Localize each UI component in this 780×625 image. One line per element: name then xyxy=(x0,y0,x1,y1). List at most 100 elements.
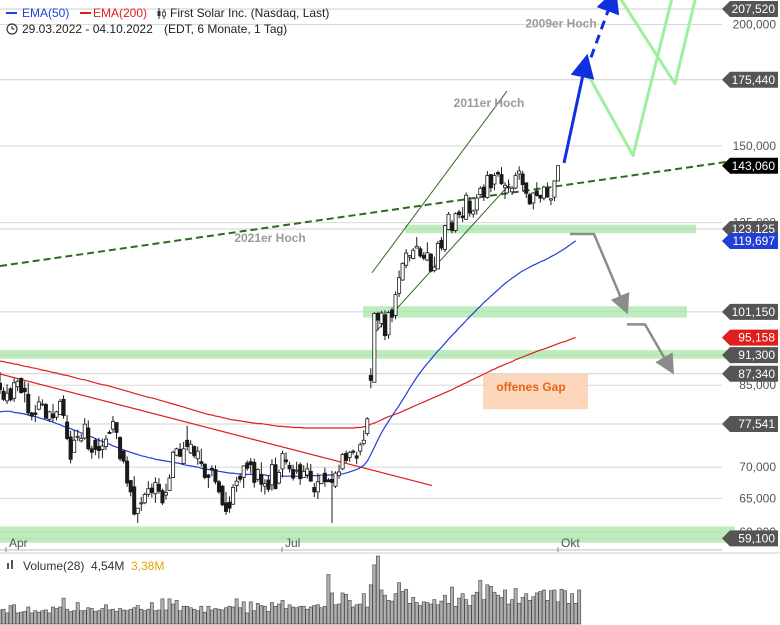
volume-bar-21 xyxy=(72,610,77,625)
volume-bar-82 xyxy=(287,604,292,625)
candle-body-120 xyxy=(421,254,426,259)
volume-bar-29 xyxy=(100,608,105,625)
volume-bar-85 xyxy=(298,605,303,625)
volume-bar-73 xyxy=(255,603,260,625)
volume-bar-138 xyxy=(485,584,490,625)
volume-panel: Volume(28) 4,54M 3,38M xyxy=(0,552,780,625)
candle-body-44 xyxy=(153,482,158,495)
candle-body-124 xyxy=(435,243,440,270)
candle-body-25 xyxy=(86,427,91,450)
candle-body-141 xyxy=(495,172,500,175)
candle-body-132 xyxy=(464,194,469,220)
candlesticks xyxy=(0,165,561,524)
candle-body-61 xyxy=(213,469,218,483)
volume-bar-72 xyxy=(252,610,257,625)
annotation-3: offenes Gap xyxy=(496,380,565,394)
candle-body-40 xyxy=(139,502,144,505)
volume-ma-value: 3,38M xyxy=(131,559,164,573)
price-tag-8 xyxy=(722,365,778,382)
volume-bar-152 xyxy=(534,592,539,625)
candle-body-82 xyxy=(287,464,292,470)
price-tag-1 xyxy=(722,71,778,88)
volume-bar-17 xyxy=(58,606,62,625)
volume-bar-0 xyxy=(0,609,2,625)
volume-bar-2 xyxy=(5,612,9,625)
ema200-legend-label: EMA(200) xyxy=(93,6,147,20)
volume-bar-129 xyxy=(453,605,458,625)
volume-bar-9 xyxy=(29,612,34,625)
candle-body-33 xyxy=(114,422,119,433)
volume-bar-133 xyxy=(467,605,472,625)
volume-bar-99 xyxy=(347,600,352,625)
candle-body-71 xyxy=(248,461,253,466)
volume-bar-128 xyxy=(450,586,454,625)
annotation-0: 2009er Hoch xyxy=(525,17,596,31)
candle-body-118 xyxy=(414,245,419,249)
volume-bar-43 xyxy=(149,602,154,625)
date-range: 29.03.2022 - 04.10.2022 xyxy=(22,22,153,36)
volume-bar-44 xyxy=(153,610,158,625)
volume-bar-151 xyxy=(531,596,536,625)
volume-bar-80 xyxy=(280,600,285,625)
volume-bar-51 xyxy=(178,610,183,625)
candle-body-12 xyxy=(40,403,45,406)
candle-body-111 xyxy=(390,309,395,318)
bear-arrow-1 xyxy=(570,232,630,315)
candle-body-10 xyxy=(33,412,38,415)
volume-bar-19 xyxy=(65,608,70,625)
candle-body-72 xyxy=(252,461,257,483)
candle-body-156 xyxy=(548,198,553,201)
grid xyxy=(0,8,722,539)
candle-body-131 xyxy=(460,215,465,219)
volume-label: Volume(28) xyxy=(23,559,84,573)
volume-bar-115 xyxy=(404,588,409,625)
candle-body-14 xyxy=(47,411,52,420)
instrument-title: First Solar Inc. (Nasdaq, Last) xyxy=(170,6,329,20)
volume-bar-143 xyxy=(503,589,507,625)
candle-body-146 xyxy=(513,175,518,189)
candle-body-125 xyxy=(439,239,444,249)
candle-body-85 xyxy=(298,464,303,480)
candle-body-53 xyxy=(185,439,190,447)
candle-body-92 xyxy=(322,472,327,483)
candle-body-87 xyxy=(305,468,310,476)
price-tag-label-6: 95,158 xyxy=(738,331,775,345)
candle-body-19 xyxy=(65,421,70,439)
downtrend-line xyxy=(0,373,433,487)
volume-bar-90 xyxy=(315,604,320,625)
volume-bar-134 xyxy=(471,594,476,625)
candle-body-51 xyxy=(178,448,183,457)
volume-bar-141 xyxy=(496,594,500,625)
candle-body-83 xyxy=(291,469,296,479)
x-tick-label-2: Okt xyxy=(561,536,580,550)
price-tag-4 xyxy=(722,232,778,249)
volume-bar-18 xyxy=(61,597,66,625)
candle-body-138 xyxy=(485,175,490,198)
volume-bar-26 xyxy=(89,608,94,625)
candle-body-130 xyxy=(457,211,462,216)
volume-bar-144 xyxy=(506,603,511,625)
gap-box xyxy=(483,373,588,410)
candle-body-102 xyxy=(358,444,363,452)
volume-bar-163 xyxy=(573,603,578,625)
volume-bar-130 xyxy=(457,597,462,625)
volume-bar-102 xyxy=(358,603,363,625)
candle-body-108 xyxy=(379,312,384,324)
volume-bar-121 xyxy=(425,602,430,625)
volume-bar-86 xyxy=(301,605,306,625)
volume-bar-104 xyxy=(365,606,370,625)
volume-bar-50 xyxy=(174,600,179,625)
candle-body-128 xyxy=(450,222,455,231)
volume-bar-91 xyxy=(319,607,324,625)
candle-body-94 xyxy=(329,478,334,483)
candle-body-68 xyxy=(238,475,243,480)
candle-body-15 xyxy=(50,413,55,419)
bear-arrow-2 xyxy=(627,323,675,375)
channel-upper-line xyxy=(371,90,508,274)
volume-bar-3 xyxy=(8,605,13,625)
candle-body-134 xyxy=(471,210,476,215)
volume-bar-145 xyxy=(510,599,514,625)
candle-body-23 xyxy=(79,438,84,442)
candle-body-84 xyxy=(294,469,299,472)
